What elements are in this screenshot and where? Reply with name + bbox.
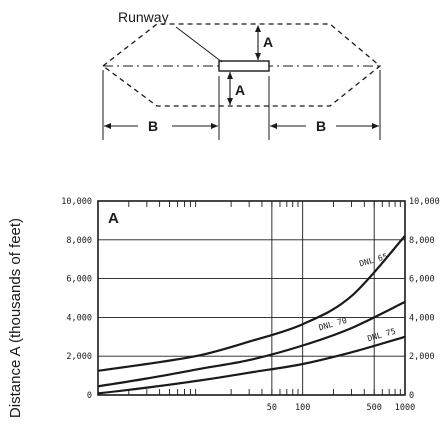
- runway-label: Runway: [118, 9, 169, 25]
- runway-diagram: Runway A A B: [102, 9, 382, 140]
- x-tick-label: 100: [295, 403, 310, 413]
- series-lines: [97, 235, 406, 395]
- x-tick-label: 1000: [395, 403, 415, 413]
- y-tick-label-right: 4,000: [409, 313, 435, 323]
- y-tick-label-left: 2,000: [66, 352, 92, 362]
- y-tick-label-right: 2,000: [409, 352, 435, 362]
- y-tick-label-left: 4,000: [66, 313, 92, 323]
- dim-a-bottom-arrow-down: [227, 98, 233, 105]
- dim-b-right-arrow-r: [372, 123, 379, 129]
- dim-a-bottom-label: A: [235, 82, 245, 98]
- dim-a-bottom-arrow-up: [227, 72, 233, 79]
- series-line-dnl-75: [97, 335, 406, 395]
- chart: 0 2,000 4,000 6,000 8,000 10,000 0 2,000 4,000 6,…: [7, 197, 440, 418]
- dim-b-right-label: B: [316, 118, 326, 134]
- y-tick-label-right: 10,000: [409, 197, 440, 207]
- dim-a-top-label: A: [263, 34, 273, 50]
- y-tick-label-left: 0: [87, 391, 92, 401]
- y-axis-label: Distance A (thousands of feet): [7, 218, 24, 418]
- x-tick-label: 50: [267, 403, 277, 413]
- series-line-dnl-65: [97, 235, 406, 372]
- y-tick-label-left: 8,000: [66, 236, 92, 246]
- y-tick-label-left: 6,000: [66, 275, 92, 285]
- runway-rect: [218, 60, 270, 72]
- y-tick-label-right: 6,000: [409, 275, 435, 285]
- runway-leader-line: [175, 26, 223, 63]
- minor-ticks: [128, 201, 401, 395]
- y-tick-label-right: 0: [409, 391, 414, 401]
- dim-b-left-label: B: [148, 118, 158, 134]
- series-line-dnl-70: [97, 300, 406, 388]
- dim-b-right-arrow-l: [270, 123, 277, 129]
- y-tick-label-left: 10,000: [61, 197, 92, 207]
- y-tick-label-right: 8,000: [409, 236, 435, 246]
- contour-envelope: [102, 23, 382, 107]
- tick-labels: 0 2,000 4,000 6,000 8,000 10,000 0 2,000 4,000 6,…: [61, 197, 439, 413]
- dim-b-left-arrow-r: [211, 123, 218, 129]
- dim-b-left-arrow-l: [104, 123, 111, 129]
- plot-frame: [97, 200, 406, 396]
- x-tick-label: 500: [367, 403, 382, 413]
- panel-label: A: [108, 210, 119, 227]
- grid: [98, 201, 405, 395]
- series-label-dnl-65: DNL 65: [358, 252, 388, 269]
- dim-a-top-arrow-up: [255, 25, 261, 32]
- series-label-dnl-70: DNL 70: [318, 316, 348, 333]
- dim-a-top-arrow-down: [255, 53, 261, 60]
